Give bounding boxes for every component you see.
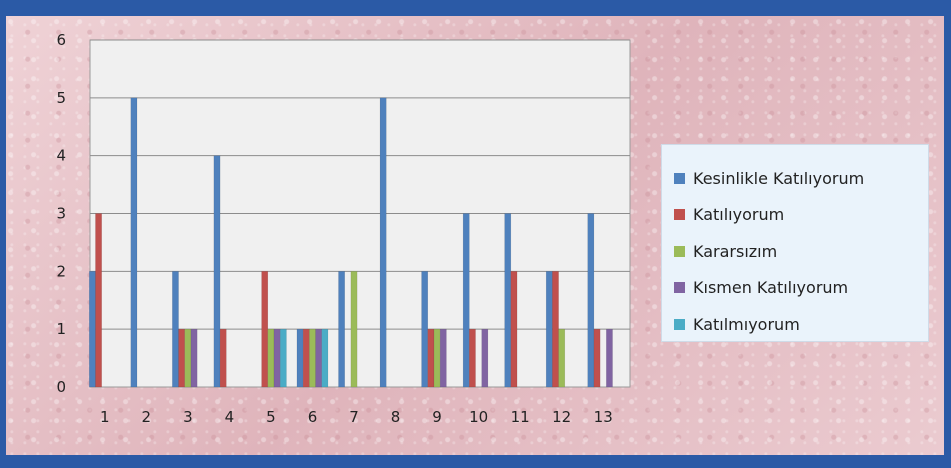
bar [130, 97, 138, 388]
y-tick-label: 6 [56, 31, 66, 49]
legend-item: Kesinlikle Katılıyorum [674, 160, 928, 197]
bar [593, 328, 601, 388]
x-tick-label: 6 [308, 408, 318, 426]
bar [510, 271, 518, 388]
bar [267, 328, 275, 388]
bar [439, 328, 447, 388]
bar [213, 155, 221, 388]
legend: Kesinlikle Katılıyorum Katılıyorum Kararsı… [661, 144, 929, 342]
x-axis-ticks: 1 2 3 4 5 6 7 8 9 10 11 12 13 [100, 408, 613, 426]
bar [315, 328, 323, 388]
bar [184, 328, 192, 388]
bar [379, 97, 387, 388]
bar [296, 328, 304, 388]
bar [190, 328, 198, 388]
bar [606, 328, 613, 388]
bar [545, 271, 553, 388]
legend-label: Kısmen Katılıyorum [693, 278, 849, 298]
x-tick-label: 4 [225, 408, 235, 426]
y-tick-label: 2 [56, 262, 66, 280]
bar [279, 328, 287, 388]
bar [338, 271, 345, 388]
bar [481, 328, 489, 388]
bar [321, 328, 329, 388]
y-tick-label: 3 [56, 205, 66, 223]
x-tick-label: 2 [142, 408, 152, 426]
bar [469, 328, 476, 388]
bar [552, 271, 559, 388]
x-tick-label: 8 [391, 408, 401, 426]
x-tick-label: 13 [594, 408, 613, 426]
bar [427, 328, 435, 388]
bar [219, 328, 227, 388]
bar [558, 328, 566, 388]
bar [178, 328, 185, 388]
legend-label: Katılmıyorum [693, 314, 800, 334]
legend-label: Katılıyorum [693, 205, 785, 225]
bar [462, 213, 470, 388]
y-tick-label: 1 [56, 320, 66, 338]
bar [587, 213, 595, 388]
legend-label: Kararsızım [693, 241, 778, 261]
legend-label: Kesinlikle Katılıyorum [693, 168, 865, 188]
y-tick-label: 4 [56, 147, 66, 165]
bar [350, 271, 358, 388]
bar [302, 328, 310, 388]
bar [504, 213, 512, 388]
legend-swatch [674, 209, 685, 221]
bar [433, 328, 441, 388]
bar [309, 328, 316, 388]
bars [89, 97, 613, 388]
bar [261, 271, 269, 388]
y-tick-label: 5 [56, 89, 66, 107]
bar [172, 271, 179, 388]
bar [421, 271, 429, 388]
legend-swatch [674, 282, 685, 294]
legend-item: Kısmen Katılıyorum [674, 270, 928, 307]
x-tick-label: 10 [469, 408, 488, 426]
bar [89, 271, 96, 388]
legend-item: Kararsızım [674, 233, 928, 270]
legend-swatch [674, 172, 685, 184]
legend-item: Katılmıyorum [674, 306, 928, 343]
x-tick-label: 11 [511, 408, 530, 426]
x-tick-label: 9 [432, 408, 442, 426]
x-tick-label: 1 [100, 408, 110, 426]
y-tick-label: 0 [56, 378, 66, 396]
x-tick-label: 5 [266, 408, 276, 426]
bar [95, 213, 102, 388]
legend-swatch [674, 318, 685, 330]
y-axis-ticks: 0 1 2 3 4 5 6 [56, 31, 66, 396]
x-tick-label: 3 [183, 408, 193, 426]
bar [273, 328, 281, 388]
x-tick-label: 12 [552, 408, 571, 426]
legend-swatch [674, 245, 685, 257]
x-tick-label: 7 [349, 408, 359, 426]
legend-item: Katılıyorum [674, 197, 928, 234]
